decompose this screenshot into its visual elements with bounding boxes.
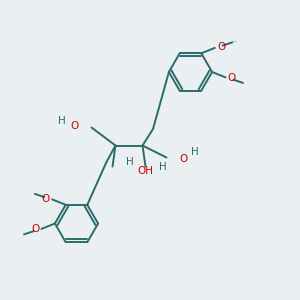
Text: H: H	[191, 147, 199, 158]
Text: H: H	[159, 162, 167, 172]
Text: OH: OH	[137, 166, 154, 176]
Text: H: H	[58, 116, 66, 127]
Text: O: O	[217, 42, 225, 52]
Text: methyl: methyl	[233, 41, 238, 42]
Text: O: O	[228, 73, 236, 83]
Text: O: O	[42, 194, 50, 204]
Text: H: H	[126, 157, 134, 167]
Text: O: O	[31, 224, 39, 235]
Text: O: O	[71, 121, 79, 131]
Text: O: O	[179, 154, 187, 164]
